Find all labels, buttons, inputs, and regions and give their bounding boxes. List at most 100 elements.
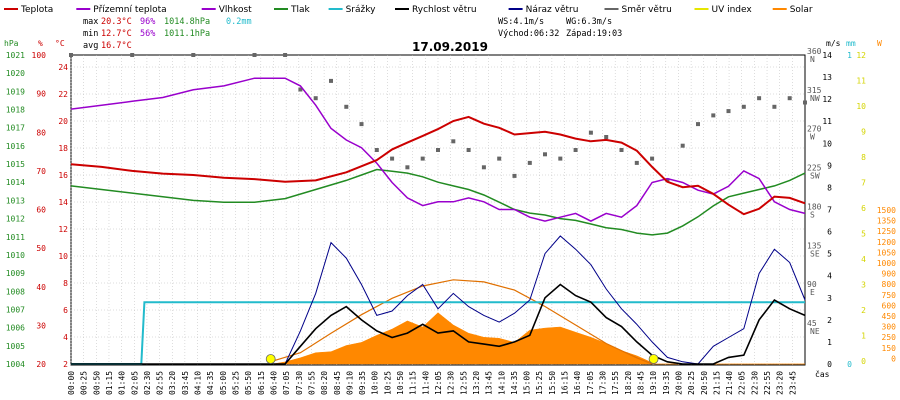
axis-pct-tick: 80: [36, 128, 46, 137]
axis-w-tick: 1250: [877, 227, 896, 236]
axis-w-tick: 750: [882, 291, 897, 300]
axis-dir-deg: 360: [807, 47, 822, 56]
axis-x-tick: 07:55: [307, 371, 316, 395]
axis-pct-tick: 70: [36, 167, 46, 176]
axis-ms-tick: 13: [822, 73, 832, 82]
axis-hpa-tick: 1009: [6, 269, 25, 278]
axis-ms-tick: 4: [827, 272, 832, 281]
wind-dir-point: [588, 130, 593, 135]
wind-dir-point: [466, 148, 471, 152]
axis-dir-name: S: [810, 210, 815, 219]
stats-min-press: 1011.1hPa: [164, 29, 210, 39]
stats-ws: WS:4.1m/s: [498, 17, 544, 27]
axis-x-tick: 22:05: [738, 371, 747, 395]
axis-x-tick: 02:30: [143, 371, 152, 395]
wind-dir-point: [772, 104, 777, 109]
axis-x-tick: 09:35: [358, 371, 367, 395]
axis-x-tick: 11:15: [409, 371, 418, 395]
axis-x-tick: 21:40: [725, 371, 734, 395]
axes: hPa1021102010191018101710161015101410131…: [4, 39, 896, 395]
stats-avg-label: avg: [83, 41, 98, 51]
axis-c-tick: 12: [58, 225, 68, 234]
axis-w-tick: 1350: [877, 217, 896, 226]
axis-x-tick: 00:50: [92, 371, 101, 395]
stats-min-hum: 56%: [140, 29, 155, 39]
axis-x-tick: 22:55: [763, 371, 772, 395]
wind-dir-point: [374, 148, 379, 152]
axis-w-tick: 1500: [877, 206, 896, 215]
axis-c-tick: 8: [63, 279, 68, 288]
axis-x-tick: 23:45: [788, 371, 797, 395]
stats-wg: WG:6.3m/s: [566, 17, 612, 27]
stats-panel: max 20.3°C 96% 1014.8hPa 0.2mm min 12.7°…: [83, 17, 622, 51]
stats-avg-temp: 16.7°C: [101, 41, 132, 51]
wind-dir-point: [298, 87, 303, 92]
axis-hpa-tick: 1005: [6, 342, 25, 351]
axis-x-tick: 10:50: [396, 371, 405, 395]
axis-x-tick: 18:20: [624, 371, 633, 395]
axis-x-tick: 09:10: [345, 371, 354, 395]
axis-x-tick: 17:05: [586, 371, 595, 395]
axis-hpa-tick: 1015: [6, 160, 25, 169]
axis-x-tick: 16:40: [573, 371, 582, 395]
axis-hpa-tick: 1017: [6, 124, 25, 133]
axis-dir-name: E: [810, 288, 815, 297]
wind-dir-point: [711, 113, 716, 118]
axis-w-tick: 150: [882, 344, 897, 353]
axis-dir-name: NW: [810, 94, 820, 103]
axis-c-tick: 2: [63, 360, 68, 369]
axis-x-tick: 00:25: [80, 371, 89, 395]
axis-x-tick: 04:35: [206, 371, 215, 395]
wind-dir-point: [527, 160, 532, 165]
wind-dir-point: [390, 156, 395, 161]
legend-label-3: Tlak: [290, 5, 311, 15]
axis-ms-tick: 11: [822, 117, 832, 126]
axis-x-tick: 17:30: [599, 371, 608, 395]
wind-dir-point: [69, 53, 73, 57]
legend: Teplota Přízemní teplota Vlhkost Tlak Srážky…: [4, 5, 813, 15]
wind-dir-point: [558, 156, 563, 161]
wind-dir-point: [787, 96, 792, 101]
axis-dir-deg: 90: [807, 280, 817, 289]
axis-uv-tick: 3: [861, 281, 866, 290]
axis-dir-name: NE: [810, 327, 820, 336]
series-temperature: [70, 115, 806, 216]
legend-label-5: Rychlost větru: [412, 5, 477, 15]
series-wind: [71, 283, 806, 365]
sunrise-marker: [265, 354, 276, 364]
axis-ms-tick: 8: [827, 183, 832, 192]
axis-ms-tick: 5: [827, 250, 832, 259]
axis-c-tick: 18: [58, 144, 68, 153]
axis-w-tick: 450: [882, 312, 897, 321]
axis-x-tick: 23:20: [776, 371, 785, 395]
wind-dir-point: [329, 78, 333, 83]
axis-x-tick: 20:00: [674, 371, 683, 395]
axis-dir-deg: 45: [807, 319, 817, 328]
wind-dir-point: [481, 165, 486, 170]
stats-sunset: Západ:19:03: [566, 29, 622, 39]
axis-x-tick: 12:55: [459, 371, 468, 395]
axis-mm-unit: mm: [846, 39, 856, 48]
axis-uv-tick: 7: [861, 179, 866, 188]
wind-dir-point: [512, 173, 517, 178]
axis-dir-deg: 270: [807, 125, 822, 134]
axis-dir-deg: 315: [807, 86, 822, 95]
axis-pct-tick: 30: [36, 321, 46, 330]
axis-c-tick: 6: [63, 306, 68, 315]
axis-w-tick: 1050: [877, 248, 896, 257]
wind-dir-point: [359, 122, 364, 127]
axis-uv-tick: 9: [861, 128, 866, 137]
axis-c-unit: °C: [55, 39, 65, 48]
axis-w-tick: 0: [891, 354, 896, 363]
axis-x-tick: 03:45: [181, 371, 190, 395]
axis-x-tick: 21:15: [712, 371, 721, 395]
axis-x-tick: 08:45: [333, 371, 342, 395]
axis-c-tick: 14: [58, 198, 68, 207]
stats-max-label: max: [83, 17, 98, 27]
axis-x-tick: 13:20: [472, 371, 481, 395]
axis-ms-tick: 3: [827, 294, 832, 303]
axis-dir-deg: 180: [807, 202, 822, 211]
axis-x-tick: 01:15: [105, 371, 114, 395]
axis-ms-unit: m/s: [826, 39, 841, 48]
wind-dir-point: [405, 165, 410, 170]
